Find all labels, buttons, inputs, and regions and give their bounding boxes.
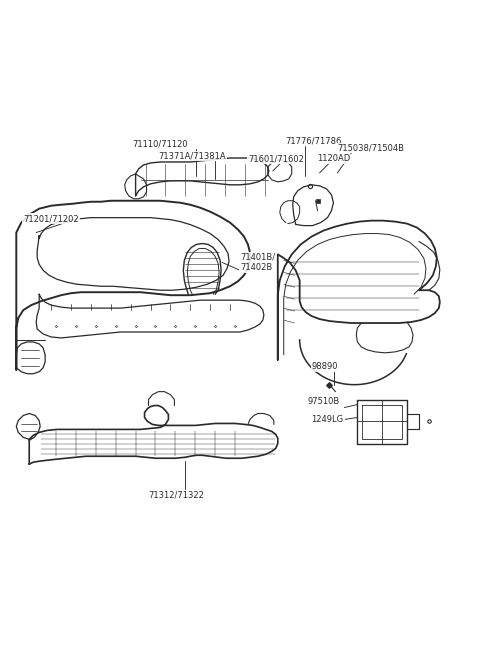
Text: 1120AD: 1120AD [318, 154, 351, 164]
Text: 71371A/71381A: 71371A/71381A [158, 152, 226, 160]
Text: 71601/71602: 71601/71602 [248, 154, 304, 164]
Text: 71312/71322: 71312/71322 [148, 491, 204, 499]
Text: 1249LG: 1249LG [312, 415, 344, 424]
Text: 715038/71504B: 715038/71504B [337, 143, 405, 152]
Text: 71110/71120: 71110/71120 [132, 139, 188, 148]
Text: 71401B/
71402B: 71401B/ 71402B [240, 253, 275, 272]
Text: 71201/71202: 71201/71202 [23, 214, 79, 223]
Text: 71776/71786: 71776/71786 [286, 137, 342, 146]
Text: 98890: 98890 [312, 362, 338, 371]
Text: 97510B: 97510B [308, 397, 340, 406]
